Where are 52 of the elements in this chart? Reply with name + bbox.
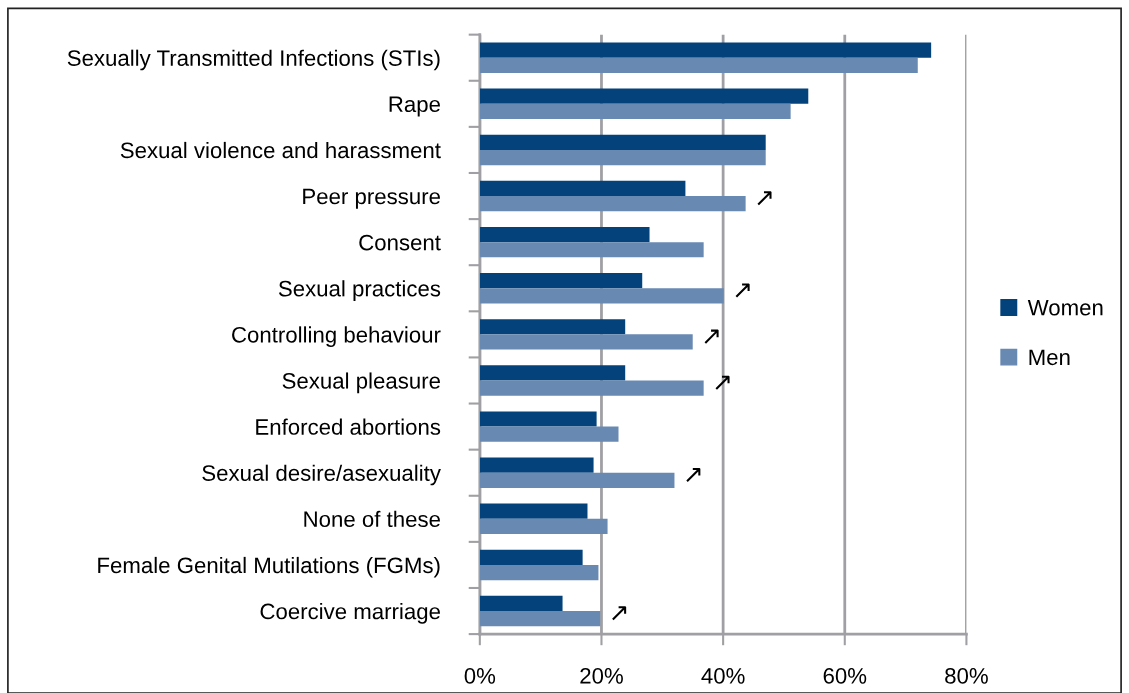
y-tick-label: Controlling behaviour bbox=[232, 326, 441, 348]
y-tick-label: Female Genital Mutilations (FGMs) bbox=[98, 556, 440, 578]
bar bbox=[479, 42, 932, 58]
y-tick-label: None of these bbox=[304, 510, 440, 528]
x-tick-label: 60% bbox=[823, 668, 867, 684]
annotation: ↗ bbox=[735, 283, 750, 298]
bar bbox=[479, 503, 588, 519]
bar bbox=[479, 149, 766, 166]
annotation: ↗ bbox=[715, 375, 730, 390]
bar bbox=[479, 180, 686, 197]
annotation: ↗ bbox=[686, 467, 701, 482]
bar bbox=[479, 196, 746, 212]
bar bbox=[479, 365, 626, 381]
bar bbox=[479, 457, 594, 473]
y-tick-label: Sexual practices bbox=[278, 280, 441, 301]
y-tick-label: Sexually Transmitted Infections (STIs) bbox=[67, 49, 440, 71]
bar bbox=[479, 549, 583, 565]
y-tick-label: Rape bbox=[389, 96, 440, 117]
bar bbox=[479, 380, 704, 396]
bar bbox=[479, 273, 643, 289]
annotation: ↗ bbox=[612, 606, 627, 621]
y-tick-label: Sexual violence and harassment bbox=[120, 141, 441, 159]
bar bbox=[479, 134, 766, 150]
x-tick-label: 40% bbox=[701, 668, 745, 684]
bar bbox=[479, 564, 599, 581]
y-tick-label: Sexual desire/asexuality bbox=[202, 464, 441, 486]
bar bbox=[479, 57, 918, 73]
y-tick-label: Peer pressure bbox=[303, 188, 440, 209]
y-tick-label: Coercive marriage bbox=[260, 602, 440, 624]
bar bbox=[479, 226, 650, 243]
annotation: ↗ bbox=[704, 329, 719, 344]
x-tick-label: 80% bbox=[945, 668, 988, 684]
bar bbox=[479, 288, 724, 304]
y-tick-label: Consent bbox=[359, 234, 441, 251]
x-tick-label: 20% bbox=[580, 668, 623, 684]
bar bbox=[479, 411, 597, 427]
bar bbox=[479, 334, 693, 350]
y-tick-label: Sexual pleasure bbox=[282, 372, 440, 394]
bar bbox=[479, 319, 626, 335]
x-tick-label: 0% bbox=[464, 668, 496, 684]
bar bbox=[479, 611, 601, 627]
bar bbox=[479, 518, 608, 535]
annotation: ↗ bbox=[757, 191, 772, 206]
bar bbox=[479, 242, 704, 258]
bar bbox=[479, 103, 791, 120]
bar bbox=[479, 472, 675, 488]
legend-label: Women bbox=[1027, 300, 1103, 316]
legend-label: Men bbox=[1029, 349, 1070, 366]
bar bbox=[479, 426, 619, 442]
y-tick-label: Enforced abortions bbox=[256, 418, 441, 435]
bar bbox=[479, 595, 563, 612]
bar bbox=[479, 88, 809, 104]
